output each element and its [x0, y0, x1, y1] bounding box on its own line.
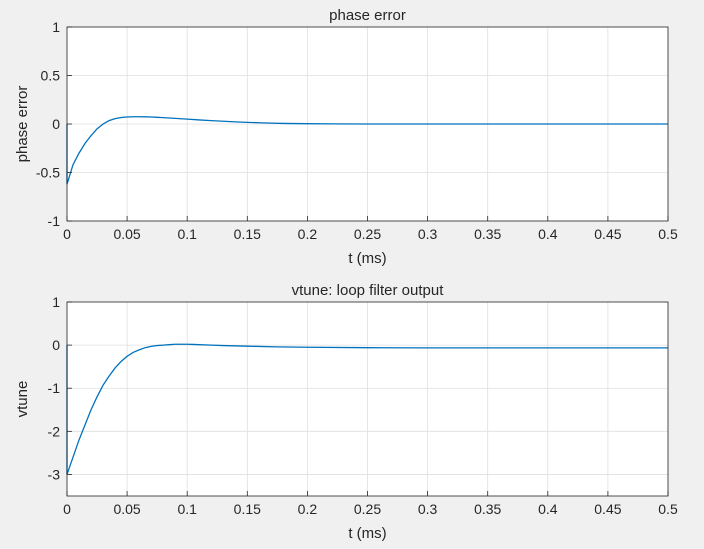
phase-error-x-tick-label: 0 [63, 226, 71, 242]
vtune-x-tick-label: 0.35 [474, 501, 501, 517]
vtune-line [66, 343, 668, 475]
phase-error-x-tick-label: 0.45 [594, 226, 621, 242]
vtune-grid [66, 301, 669, 496]
phase-error-x-tick-label: 0.25 [354, 226, 381, 242]
vtune-axes: 0 0.05 0.1 0.15 0.2 0.25 0.3 0.35 0.4 0.45 0.5 -3 -2… [14, 282, 678, 542]
vtune-x-tick-label: 0 [63, 501, 71, 517]
phase-error-title: phase error [329, 7, 406, 24]
phase-error-y-tick-label: 1 [52, 19, 60, 35]
vtune-y-tick-label: -1 [48, 380, 61, 396]
phase-error-y-tick-label: -1 [48, 213, 61, 229]
vtune-x-tick-label: 0.45 [594, 501, 621, 517]
phase-error-axes: 0 0.05 0.1 0.15 0.2 0.25 0.3 0.35 0.4 0.45 0.5 -1 -0… [14, 7, 678, 267]
phase-error-x-axis-label: t (ms) [348, 250, 386, 267]
vtune-x-tick-label: 0.1 [177, 501, 197, 517]
phase-error-y-axis-label: phase error [14, 86, 31, 163]
vtune-x-axis-label: t (ms) [348, 525, 386, 542]
vtune-y-tick-label: 0 [52, 337, 60, 353]
vtune-ticks: 0 0.05 0.1 0.15 0.2 0.25 0.3 0.35 0.4 0.45 0.5 -3 -2… [48, 294, 678, 517]
vtune-x-tick-label: 0.25 [354, 501, 381, 517]
phase-error-x-tick-label: 0.4 [538, 226, 558, 242]
vtune-y-axis-label: vtune [14, 381, 31, 418]
vtune-title: vtune: loop filter output [292, 282, 445, 299]
phase-error-ticks: 0 0.05 0.1 0.15 0.2 0.25 0.3 0.35 0.4 0.45 0.5 -1 -0… [36, 19, 678, 242]
phase-error-x-tick-label: 0.5 [658, 226, 678, 242]
vtune-y-tick-label: -2 [48, 423, 61, 439]
phase-error-x-tick-label: 0.3 [418, 226, 438, 242]
vtune-x-tick-label: 0.4 [538, 501, 558, 517]
phase-error-y-tick-label: 0 [52, 116, 60, 132]
phase-error-x-tick-label: 0.15 [234, 226, 261, 242]
vtune-x-tick-label: 0.05 [113, 501, 140, 517]
phase-error-x-tick-label: 0.2 [298, 226, 318, 242]
phase-error-y-tick-label: -0.5 [36, 165, 60, 181]
phase-error-x-tick-label: 0.05 [113, 226, 140, 242]
vtune-y-tick-label: -3 [48, 466, 61, 482]
vtune-x-tick-label: 0.2 [298, 501, 318, 517]
phase-error-y-tick-label: 0.5 [41, 68, 61, 84]
vtune-x-tick-label: 0.5 [658, 501, 678, 517]
vtune-x-tick-label: 0.3 [418, 501, 438, 517]
phase-error-line [66, 116, 668, 185]
phase-error-x-tick-label: 0.1 [177, 226, 197, 242]
vtune-x-tick-label: 0.15 [234, 501, 261, 517]
phase-error-x-tick-label: 0.35 [474, 226, 501, 242]
vtune-y-tick-label: 1 [52, 294, 60, 310]
